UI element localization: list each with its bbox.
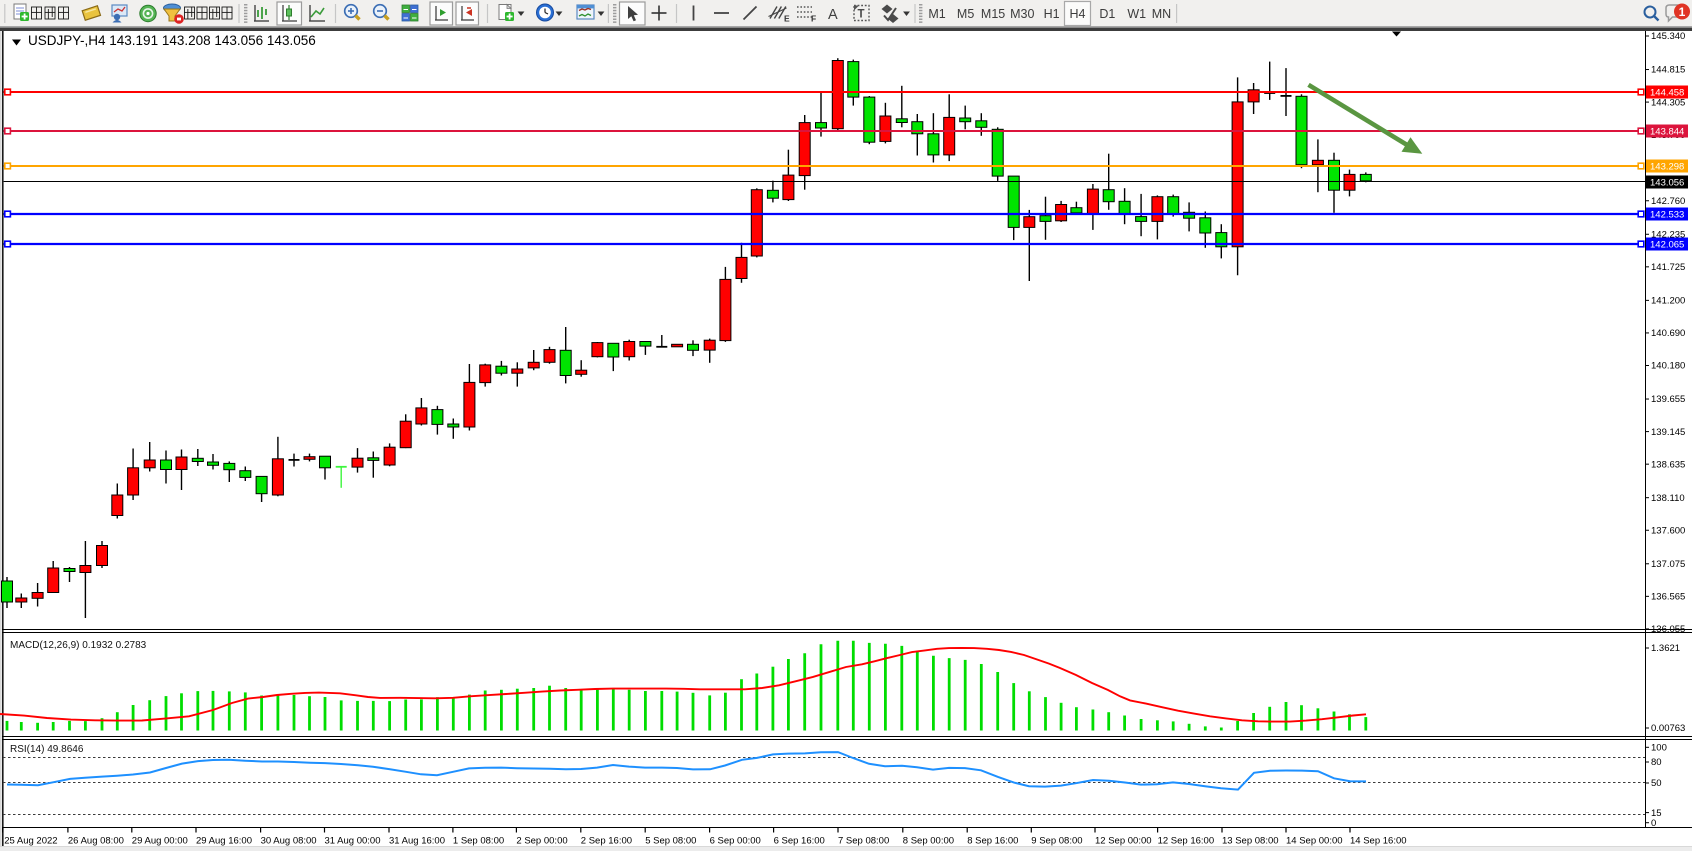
svg-text:137.600: 137.600 bbox=[1651, 525, 1685, 536]
svg-text:12 Sep 00:00: 12 Sep 00:00 bbox=[1095, 836, 1152, 847]
svg-text:M30: M30 bbox=[1010, 7, 1034, 21]
svg-text:H4: H4 bbox=[1070, 7, 1086, 21]
svg-text:15: 15 bbox=[1651, 808, 1662, 819]
svg-text:80: 80 bbox=[1651, 757, 1662, 768]
svg-text:0: 0 bbox=[1651, 818, 1656, 829]
svg-text:1.3621: 1.3621 bbox=[1651, 643, 1680, 654]
svg-text:5 Sep 08:00: 5 Sep 08:00 bbox=[645, 836, 696, 847]
svg-text:141.200: 141.200 bbox=[1651, 296, 1685, 307]
svg-text:13 Sep 08:00: 13 Sep 08:00 bbox=[1222, 836, 1279, 847]
svg-text:137.075: 137.075 bbox=[1651, 559, 1685, 570]
svg-text:140.690: 140.690 bbox=[1651, 328, 1685, 339]
svg-text:A: A bbox=[828, 7, 838, 23]
svg-text:25 Aug 2022: 25 Aug 2022 bbox=[4, 836, 57, 847]
svg-text:M15: M15 bbox=[981, 7, 1005, 21]
svg-text:2 Sep 16:00: 2 Sep 16:00 bbox=[581, 836, 632, 847]
svg-text:144.458: 144.458 bbox=[1650, 88, 1684, 99]
svg-text:144.815: 144.815 bbox=[1651, 65, 1685, 76]
svg-text:139.145: 139.145 bbox=[1651, 427, 1685, 438]
svg-text:143.298: 143.298 bbox=[1650, 162, 1684, 173]
svg-text:143.844: 143.844 bbox=[1650, 127, 1684, 138]
svg-text:MACD(12,26,9) 0.1932 0.2783: MACD(12,26,9) 0.1932 0.2783 bbox=[10, 640, 147, 651]
svg-text:F: F bbox=[811, 14, 816, 24]
svg-text:8 Sep 16:00: 8 Sep 16:00 bbox=[967, 836, 1018, 847]
svg-text:MN: MN bbox=[1152, 7, 1171, 21]
svg-text:141.725: 141.725 bbox=[1651, 262, 1685, 273]
svg-text:142.235: 142.235 bbox=[1651, 229, 1685, 240]
svg-text:12 Sep 16:00: 12 Sep 16:00 bbox=[1158, 836, 1215, 847]
svg-text:136.055: 136.055 bbox=[1651, 624, 1685, 635]
svg-text:8 Sep 00:00: 8 Sep 00:00 bbox=[903, 836, 954, 847]
svg-text:31 Aug 16:00: 31 Aug 16:00 bbox=[389, 836, 445, 847]
svg-text:31 Aug 00:00: 31 Aug 00:00 bbox=[325, 836, 381, 847]
svg-text:138.110: 138.110 bbox=[1651, 493, 1685, 504]
svg-text:6 Sep 00:00: 6 Sep 00:00 bbox=[710, 836, 761, 847]
svg-text:29 Aug 00:00: 29 Aug 00:00 bbox=[132, 836, 188, 847]
svg-text:1 Sep 08:00: 1 Sep 08:00 bbox=[453, 836, 504, 847]
svg-text:142.760: 142.760 bbox=[1651, 196, 1685, 207]
svg-text:138.635: 138.635 bbox=[1651, 459, 1685, 470]
svg-text:139.655: 139.655 bbox=[1651, 394, 1685, 405]
svg-text:T: T bbox=[858, 9, 865, 21]
svg-text:E: E bbox=[784, 14, 790, 24]
svg-text:M1: M1 bbox=[928, 7, 945, 21]
svg-text:144.305: 144.305 bbox=[1651, 97, 1685, 108]
svg-text:100: 100 bbox=[1651, 743, 1667, 754]
svg-text:145.340: 145.340 bbox=[1651, 31, 1685, 42]
svg-text:D1: D1 bbox=[1099, 7, 1115, 21]
svg-text:W1: W1 bbox=[1127, 7, 1146, 21]
svg-text:USDJPY-,H4 143.191 143.208 14: USDJPY-,H4 143.191 143.208 143.056 143.0… bbox=[28, 33, 316, 48]
svg-text:9 Sep 08:00: 9 Sep 08:00 bbox=[1031, 836, 1082, 847]
svg-text:14 Sep 16:00: 14 Sep 16:00 bbox=[1350, 836, 1407, 847]
svg-text:7 Sep 08:00: 7 Sep 08:00 bbox=[838, 836, 889, 847]
svg-text:0.00763: 0.00763 bbox=[1651, 723, 1685, 734]
svg-text:H1: H1 bbox=[1044, 7, 1060, 21]
svg-text:14 Sep 00:00: 14 Sep 00:00 bbox=[1286, 836, 1343, 847]
svg-text:50: 50 bbox=[1651, 778, 1662, 789]
svg-text:143.056: 143.056 bbox=[1650, 178, 1684, 189]
svg-text:140.180: 140.180 bbox=[1651, 361, 1685, 372]
svg-text:136.565: 136.565 bbox=[1651, 592, 1685, 603]
svg-text:6 Sep 16:00: 6 Sep 16:00 bbox=[774, 836, 825, 847]
svg-text:30 Aug 08:00: 30 Aug 08:00 bbox=[261, 836, 317, 847]
svg-text:142.065: 142.065 bbox=[1650, 240, 1684, 251]
svg-text:M5: M5 bbox=[957, 7, 974, 21]
svg-text:RSI(14) 49.8646: RSI(14) 49.8646 bbox=[10, 744, 84, 755]
svg-text:2 Sep 00:00: 2 Sep 00:00 bbox=[516, 836, 567, 847]
svg-text:29 Aug 16:00: 29 Aug 16:00 bbox=[196, 836, 252, 847]
svg-text:1: 1 bbox=[1679, 5, 1686, 19]
svg-text:142.533: 142.533 bbox=[1650, 210, 1684, 221]
svg-text:26 Aug 08:00: 26 Aug 08:00 bbox=[68, 836, 124, 847]
